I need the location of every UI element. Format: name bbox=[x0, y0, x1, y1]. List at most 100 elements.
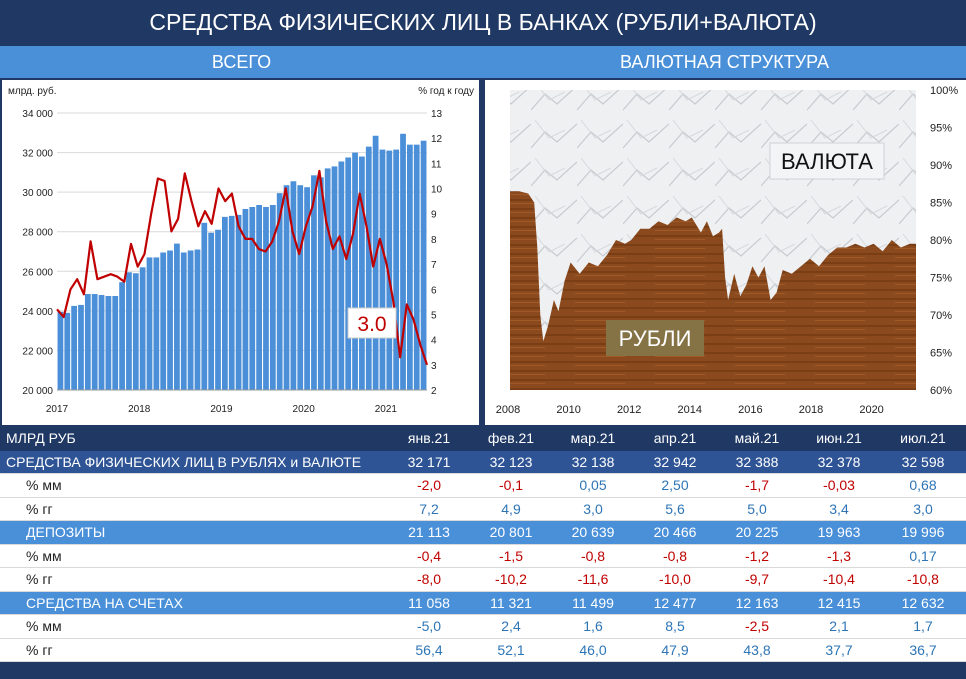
table-cell: 20 639 bbox=[552, 520, 634, 545]
table-cell: 32 378 bbox=[798, 450, 880, 474]
deposit-bar bbox=[352, 152, 358, 390]
table-row: % гг 7,2 4,9 3,0 5,6 5,0 3,4 3,0 bbox=[0, 497, 966, 521]
annotation-label: 3.0 bbox=[357, 313, 386, 336]
page-title: СРЕДСТВА ФИЗИЧЕСКИХ ЛИЦ В БАНКАХ (РУБЛИ+… bbox=[0, 0, 966, 44]
deposits-chart-panel: млрд. руб. % год к году 20 000 22 000 24 000… bbox=[2, 80, 479, 425]
month-header: фев.21 bbox=[470, 427, 552, 451]
table-row: СРЕДСТВА ФИЗИЧЕСКИХ ЛИЦ В РУБЛЯХ и ВАЛЮТ… bbox=[0, 450, 966, 474]
deposit-bar bbox=[112, 296, 119, 390]
table-cell: -10,8 bbox=[880, 567, 966, 592]
currency-label: ВАЛЮТА bbox=[781, 149, 873, 174]
deposit-bar bbox=[78, 304, 84, 390]
table-cell: 0,68 bbox=[880, 473, 966, 498]
table-cell: -1,5 bbox=[470, 544, 552, 568]
table-cell: 0,17 bbox=[880, 544, 966, 568]
table-cell: 32 138 bbox=[552, 450, 634, 474]
table-cell: 21 113 bbox=[388, 520, 470, 545]
deposit-bar bbox=[283, 185, 290, 390]
x-tick-label: 2017 bbox=[46, 404, 69, 415]
y-right-tick-label: 11 bbox=[431, 159, 442, 170]
table-cell: 2,50 bbox=[634, 473, 716, 498]
y-tick-label: 26 000 bbox=[22, 267, 53, 278]
deposit-bar bbox=[153, 257, 160, 390]
month-header: мар.21 bbox=[552, 427, 634, 451]
table-cell: 32 171 bbox=[388, 450, 470, 474]
y-right-tick-label: 2 bbox=[431, 386, 437, 397]
row-label: ДЕПОЗИТЫ bbox=[0, 520, 388, 545]
x-tick-label: 2010 bbox=[556, 404, 580, 416]
deposit-bar bbox=[345, 157, 352, 390]
table-row: % мм -2,0 -0,1 0,05 2,50 -1,7 -0,03 0,68 bbox=[0, 473, 966, 498]
annotation-box bbox=[347, 307, 397, 339]
table-cell: -5,0 bbox=[388, 614, 470, 639]
x-tick-label: 2019 bbox=[210, 404, 233, 415]
deposit-bar bbox=[174, 243, 180, 390]
deposit-bar bbox=[64, 312, 71, 390]
deposit-bar bbox=[228, 215, 235, 390]
month-header: апр.21 bbox=[634, 427, 716, 451]
table-cell: -10,4 bbox=[798, 567, 880, 592]
deposit-bar bbox=[386, 150, 393, 390]
table-cell: 11 499 bbox=[552, 591, 634, 615]
y-right-tick-label: 4 bbox=[431, 336, 437, 347]
deposit-bar bbox=[406, 144, 413, 390]
deposit-bar bbox=[215, 229, 221, 390]
deposit-bar bbox=[221, 216, 228, 390]
y-right-tick-label: 10 bbox=[431, 185, 443, 196]
table-header-row: МЛРД РУБ янв.21 фев.21 мар.21 апр.21 май.21 ию… bbox=[0, 427, 966, 451]
table-cell: -10,2 bbox=[470, 567, 552, 592]
table-row: СРЕДСТВА НА СЧЕТАХ 11 058 11 321 11 499 12 4… bbox=[0, 591, 966, 615]
deposit-bar bbox=[276, 193, 283, 390]
y-tick-label: 24 000 bbox=[22, 307, 53, 318]
table-cell: -2,5 bbox=[716, 614, 798, 639]
y-right-tick-label: 8 bbox=[431, 235, 437, 246]
table-row: % гг 56,4 52,1 46,0 47,9 43,8 37,7 36,7 bbox=[0, 638, 966, 662]
y-right-tick-label: 3 bbox=[431, 361, 437, 372]
row-label: СРЕДСТВА НА СЧЕТАХ bbox=[0, 591, 388, 615]
deposits-chart: млрд. руб. % год к году 20 000 22 000 24 000… bbox=[8, 85, 474, 415]
y-right-tick-label: 13 bbox=[431, 109, 443, 120]
y-tick-label: 80% bbox=[930, 235, 952, 247]
y-right-tick-label: 6 bbox=[431, 285, 437, 296]
ruble-label: РУБЛИ bbox=[619, 326, 692, 351]
deposit-bar bbox=[194, 249, 201, 390]
month-header: июл.21 bbox=[880, 427, 966, 451]
y-tick-label: 100% bbox=[930, 85, 958, 97]
y-tick-label: 30 000 bbox=[22, 188, 53, 199]
deposit-bar bbox=[139, 267, 146, 390]
y-tick-label: 60% bbox=[930, 385, 952, 397]
y-tick-label: 34 000 bbox=[22, 109, 53, 120]
deposit-bar bbox=[180, 252, 187, 390]
currency-structure-panel: 60% 65% 70% 75% 80% 85% 90% 95% 100% 2008 2010 2012… bbox=[485, 80, 966, 425]
y-tick-label: 90% bbox=[930, 160, 952, 172]
right-panel-header: ВАЛЮТНАЯ СТРУКТУРА bbox=[483, 46, 966, 78]
row-label: СРЕДСТВА ФИЗИЧЕСКИХ ЛИЦ В РУБЛЯХ и ВАЛЮТ… bbox=[0, 450, 388, 474]
deposit-bar bbox=[324, 168, 331, 390]
table-cell: 5,0 bbox=[716, 497, 798, 521]
table-cell: 19 963 bbox=[798, 520, 880, 545]
deposit-bar bbox=[372, 135, 379, 390]
table-cell: 11 058 bbox=[388, 591, 470, 615]
table-cell: 0,05 bbox=[552, 473, 634, 498]
deposit-bar bbox=[242, 208, 249, 390]
y-tick-label: 32 000 bbox=[22, 149, 53, 160]
table-cell: -9,7 bbox=[716, 567, 798, 592]
deposit-bar bbox=[91, 294, 98, 390]
deposit-bar bbox=[249, 206, 256, 390]
y-tick-label: 85% bbox=[930, 198, 952, 210]
deposit-bar bbox=[304, 187, 310, 390]
deposit-bar bbox=[413, 144, 420, 390]
deposit-bar bbox=[160, 252, 167, 390]
table-cell: 20 801 bbox=[470, 520, 552, 545]
deposit-bar bbox=[119, 282, 125, 390]
deposit-bar bbox=[98, 295, 105, 390]
table-cell: 47,9 bbox=[634, 638, 716, 662]
table-cell: -1,3 bbox=[798, 544, 880, 568]
deposit-bar bbox=[331, 166, 338, 390]
y-right-tick-label: 12 bbox=[431, 134, 443, 145]
table-cell: -1,7 bbox=[716, 473, 798, 498]
deposit-bar bbox=[393, 149, 400, 390]
x-tick-label: 2012 bbox=[617, 404, 641, 416]
table-cell: 46,0 bbox=[552, 638, 634, 662]
deposit-bar bbox=[71, 305, 78, 390]
